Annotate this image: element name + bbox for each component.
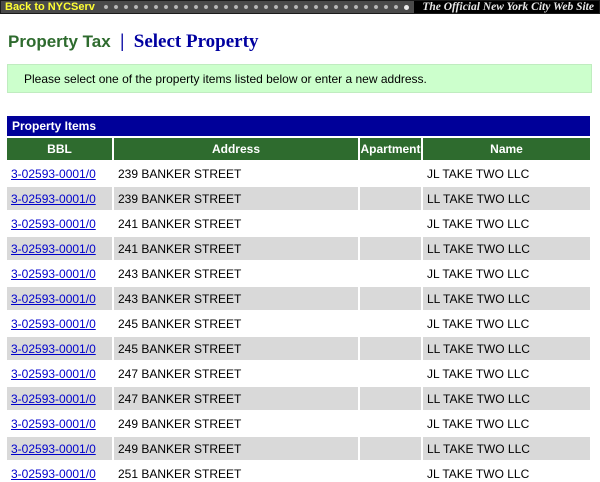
bbl-cell: 3-02593-0001/0 <box>7 287 112 310</box>
bbl-link[interactable]: 3-02593-0001/0 <box>11 366 96 381</box>
name-cell: LL TAKE TWO LLC <box>423 237 590 260</box>
bbl-cell: 3-02593-0001/0 <box>7 437 112 460</box>
address-cell: 243 BANKER STREET <box>114 262 358 285</box>
bbl-link[interactable]: 3-02593-0001/0 <box>11 466 96 481</box>
bbl-cell: 3-02593-0001/0 <box>7 212 112 235</box>
apartment-cell <box>360 262 421 285</box>
name-cell: LL TAKE TWO LLC <box>423 187 590 210</box>
table-title-bar: Property Items <box>7 116 590 136</box>
table-row: 3-02593-0001/0 247 BANKER STREET JL TAKE… <box>7 362 590 385</box>
bbl-cell: 3-02593-0001/0 <box>7 262 112 285</box>
address-cell: 239 BANKER STREET <box>114 187 358 210</box>
table-row: 3-02593-0001/0 245 BANKER STREET LL TAKE… <box>7 337 590 360</box>
table-row: 3-02593-0001/0 239 BANKER STREET LL TAKE… <box>7 187 590 210</box>
apartment-cell <box>360 337 421 360</box>
name-cell: JL TAKE TWO LLC <box>423 312 590 335</box>
apartment-cell <box>360 412 421 435</box>
apartment-cell <box>360 162 421 185</box>
name-cell: JL TAKE TWO LLC <box>423 212 590 235</box>
bbl-link[interactable]: 3-02593-0001/0 <box>11 166 96 181</box>
address-cell: 247 BANKER STREET <box>114 387 358 410</box>
bbl-link[interactable]: 3-02593-0001/0 <box>11 316 96 331</box>
bbl-link[interactable]: 3-02593-0001/0 <box>11 341 96 356</box>
official-site-banner: The Official New York City Web Site <box>414 1 599 13</box>
official-site-label: The Official New York City Web Site <box>422 1 594 13</box>
bbl-cell: 3-02593-0001/0 <box>7 312 112 335</box>
bbl-link[interactable]: 3-02593-0001/0 <box>11 266 96 281</box>
address-cell: 249 BANKER STREET <box>114 437 358 460</box>
address-cell: 247 BANKER STREET <box>114 362 358 385</box>
property-items-table: Property Items BBL Address Apartment Nam… <box>5 114 592 482</box>
apartment-cell <box>360 187 421 210</box>
bbl-cell: 3-02593-0001/0 <box>7 412 112 435</box>
name-cell: LL TAKE TWO LLC <box>423 337 590 360</box>
bbl-cell: 3-02593-0001/0 <box>7 162 112 185</box>
bbl-cell: 3-02593-0001/0 <box>7 387 112 410</box>
column-header-bbl: BBL <box>7 138 112 160</box>
name-cell: JL TAKE TWO LLC <box>423 362 590 385</box>
table-row: 3-02593-0001/0 243 BANKER STREET LL TAKE… <box>7 287 590 310</box>
bbl-cell: 3-02593-0001/0 <box>7 187 112 210</box>
bbl-link[interactable]: 3-02593-0001/0 <box>11 291 96 306</box>
bbl-cell: 3-02593-0001/0 <box>7 362 112 385</box>
back-to-nycserv-link[interactable]: Back to NYCServ <box>5 1 95 13</box>
table-row: 3-02593-0001/0 243 BANKER STREET JL TAKE… <box>7 262 590 285</box>
apartment-cell <box>360 287 421 310</box>
bbl-link[interactable]: 3-02593-0001/0 <box>11 191 96 206</box>
name-cell: LL TAKE TWO LLC <box>423 387 590 410</box>
name-cell: JL TAKE TWO LLC <box>423 262 590 285</box>
address-cell: 245 BANKER STREET <box>114 312 358 335</box>
page-title-separator: | <box>120 31 125 52</box>
dots-divider <box>100 1 403 13</box>
table-row: 3-02593-0001/0 241 BANKER STREET JL TAKE… <box>7 212 590 235</box>
page-title-subsection: Select Property <box>133 31 259 52</box>
address-cell: 241 BANKER STREET <box>114 237 358 260</box>
name-cell: LL TAKE TWO LLC <box>423 437 590 460</box>
dot-icon <box>404 4 410 10</box>
apartment-cell <box>360 437 421 460</box>
bbl-link[interactable]: 3-02593-0001/0 <box>11 216 96 231</box>
apartment-cell <box>360 387 421 410</box>
apartment-cell <box>360 237 421 260</box>
page-title: Property Tax | Select Property <box>8 31 600 54</box>
bbl-link[interactable]: 3-02593-0001/0 <box>11 441 96 456</box>
table-row: 3-02593-0001/0 249 BANKER STREET LL TAKE… <box>7 437 590 460</box>
address-cell: 241 BANKER STREET <box>114 212 358 235</box>
name-cell: JL TAKE TWO LLC <box>423 462 590 482</box>
topbar: Back to NYCServ The Official New York Ci… <box>0 0 600 14</box>
info-banner-message: Please select one of the property items … <box>24 71 427 86</box>
apartment-cell <box>360 312 421 335</box>
table-row: 3-02593-0001/0 241 BANKER STREET LL TAKE… <box>7 237 590 260</box>
address-cell: 249 BANKER STREET <box>114 412 358 435</box>
table-row: 3-02593-0001/0 251 BANKER STREET JL TAKE… <box>7 462 590 482</box>
column-header-apartment: Apartment <box>360 138 421 160</box>
bbl-link[interactable]: 3-02593-0001/0 <box>11 241 96 256</box>
apartment-cell <box>360 362 421 385</box>
column-header-name: Name <box>423 138 590 160</box>
table-row: 3-02593-0001/0 249 BANKER STREET JL TAKE… <box>7 412 590 435</box>
bbl-link[interactable]: 3-02593-0001/0 <box>11 391 96 406</box>
name-cell: LL TAKE TWO LLC <box>423 287 590 310</box>
apartment-cell <box>360 462 421 482</box>
bbl-cell: 3-02593-0001/0 <box>7 337 112 360</box>
table-row: 3-02593-0001/0 239 BANKER STREET JL TAKE… <box>7 162 590 185</box>
address-cell: 243 BANKER STREET <box>114 287 358 310</box>
table-row: 3-02593-0001/0 245 BANKER STREET JL TAKE… <box>7 312 590 335</box>
name-cell: JL TAKE TWO LLC <box>423 412 590 435</box>
address-cell: 251 BANKER STREET <box>114 462 358 482</box>
info-banner: Please select one of the property items … <box>7 64 592 93</box>
bbl-cell: 3-02593-0001/0 <box>7 237 112 260</box>
page-title-section: Property Tax <box>8 32 111 51</box>
table-row: 3-02593-0001/0 247 BANKER STREET LL TAKE… <box>7 387 590 410</box>
name-cell: JL TAKE TWO LLC <box>423 162 590 185</box>
address-cell: 245 BANKER STREET <box>114 337 358 360</box>
address-cell: 239 BANKER STREET <box>114 162 358 185</box>
bbl-cell: 3-02593-0001/0 <box>7 462 112 482</box>
column-header-address: Address <box>114 138 358 160</box>
bbl-link[interactable]: 3-02593-0001/0 <box>11 416 96 431</box>
apartment-cell <box>360 212 421 235</box>
